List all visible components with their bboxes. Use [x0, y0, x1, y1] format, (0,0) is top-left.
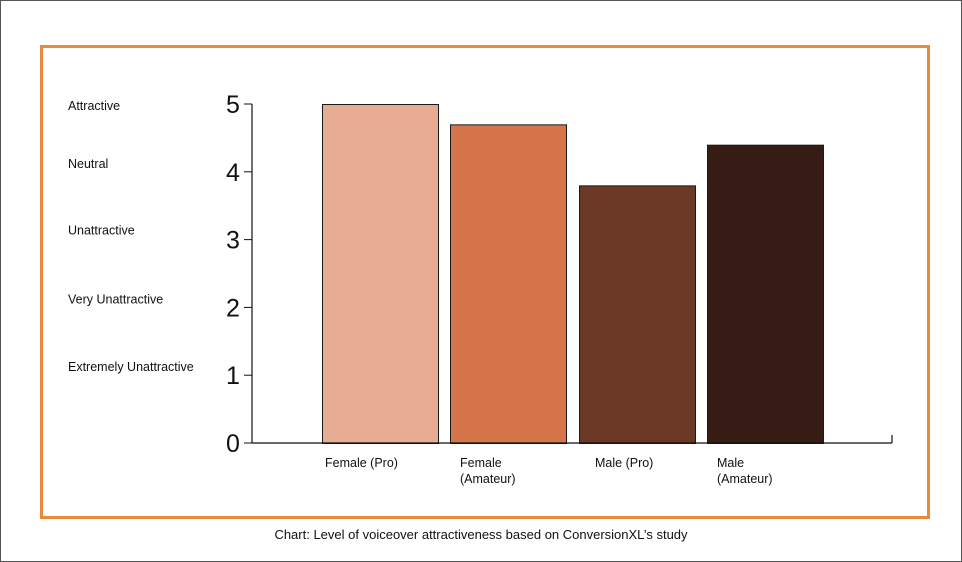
rating-label: Attractive — [68, 99, 120, 113]
bar — [707, 144, 824, 444]
x-category-label-line: Female (Pro) — [325, 456, 398, 470]
x-category-label-line: Male — [717, 456, 744, 470]
x-category-label-line: (Amateur) — [460, 472, 516, 486]
bars — [322, 104, 824, 445]
x-category-label: Female (Pro) — [325, 456, 398, 470]
x-category-label-line: (Amateur) — [717, 472, 773, 486]
chart-caption: Chart: Level of voiceover attractiveness… — [274, 527, 688, 542]
x-category-label-line: Male (Pro) — [595, 456, 653, 470]
rating-label: Extremely Unattractive — [68, 360, 194, 374]
x-category-label-line: Female — [460, 456, 502, 470]
axes — [251, 104, 893, 444]
y-tick-label: 2 — [226, 294, 240, 322]
rating-label: Unattractive — [68, 224, 135, 238]
x-category-label: Male (Pro) — [595, 456, 653, 470]
bar — [450, 124, 567, 444]
y-tick-label: 5 — [226, 91, 240, 119]
bar — [579, 185, 696, 445]
x-axis-category-labels: Female (Pro) Female (Amateur) Male (Pro) Mal… — [325, 456, 773, 486]
chart-frame — [40, 45, 930, 519]
rating-label: Neutral — [68, 157, 108, 171]
y-tick-label: 1 — [226, 362, 240, 390]
rating-label: Very Unattractive — [68, 292, 163, 306]
x-category-label: Female (Amateur) — [460, 456, 516, 486]
y-tick-label: 0 — [226, 430, 240, 458]
x-category-label: Male (Amateur) — [717, 456, 773, 486]
rating-labels: Attractive Neutral Unattractive Very Unattr… — [68, 99, 194, 374]
bar-chart: Attractive Neutral Unattractive Very Unattr… — [68, 91, 893, 486]
y-tick-label: 3 — [226, 227, 240, 255]
y-tick-label: 4 — [226, 159, 240, 187]
y-axis-ticks: 0 1 2 3 4 5 — [226, 91, 252, 458]
bar — [322, 104, 439, 444]
